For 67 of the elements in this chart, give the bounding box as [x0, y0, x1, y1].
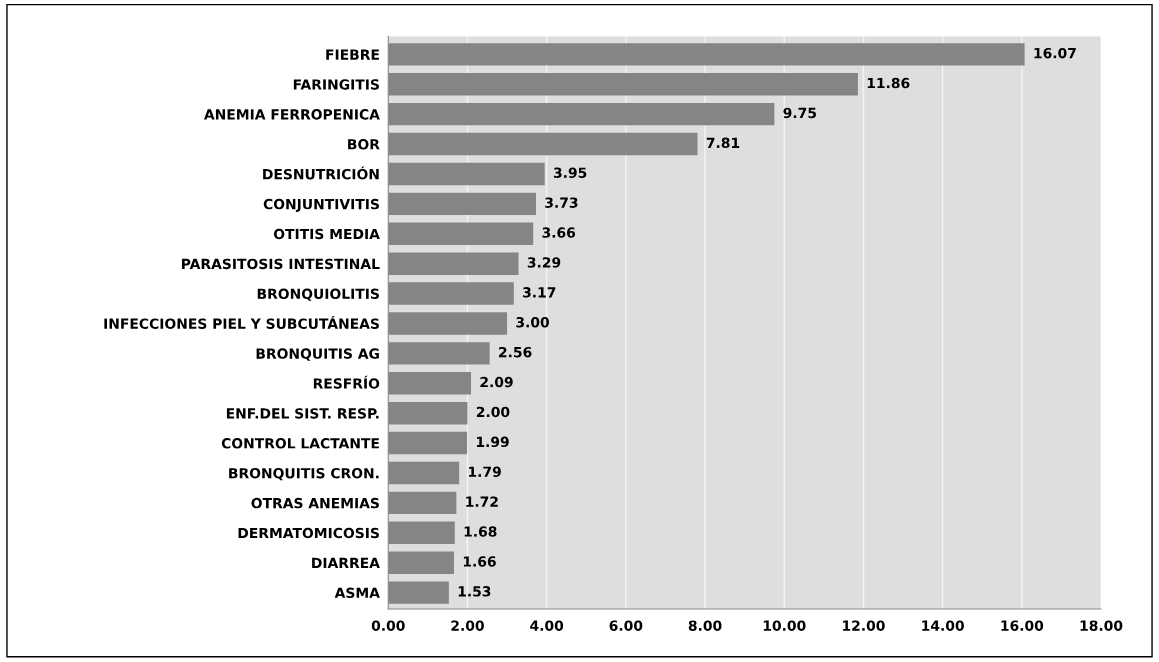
- y-tick-label: PARASITOSIS INTESTINAL: [182, 258, 380, 270]
- y-tick-label: OTITIS MEDIA: [273, 228, 380, 240]
- bar: [388, 43, 1025, 66]
- bar: [388, 581, 449, 604]
- y-tick-label: BRONQUITIS CRON.: [229, 467, 379, 481]
- bar: [388, 372, 472, 395]
- y-tick-label: DESNUTRICIÓN: [263, 166, 379, 180]
- x-tick-label: 2.00: [451, 620, 484, 631]
- data-label: 3.17: [523, 287, 556, 298]
- data-label: 1.53: [458, 586, 491, 597]
- y-tick-label: BRONQUITIS AG: [256, 348, 379, 361]
- y-tick-label: CONTROL LACTANTE: [221, 438, 379, 449]
- data-label: 3.66: [542, 227, 576, 238]
- bar: [388, 73, 858, 96]
- data-label: 3.95: [553, 167, 587, 178]
- y-tick-label: ANEMIA FERROPENICA: [203, 109, 380, 120]
- data-label: 2.09: [480, 376, 513, 388]
- bar: [388, 342, 490, 365]
- x-tick-label: 16.00: [1001, 620, 1044, 631]
- bar: [388, 162, 545, 186]
- bar: [388, 401, 468, 425]
- x-tick-label: 10.00: [763, 620, 806, 631]
- x-tick-label: 0.00: [371, 620, 405, 631]
- x-tick-label: 4.00: [530, 620, 564, 631]
- bar: [388, 102, 775, 126]
- bar: [388, 252, 519, 275]
- y-tick-label: ENF.DEL SIST. RESP.: [226, 408, 379, 419]
- y-tick-label: CONJUNTIVITIS: [263, 198, 379, 212]
- bar: [388, 491, 457, 515]
- y-tick-label: RESFRÍO: [313, 375, 380, 389]
- x-tick-label: 6.00: [609, 620, 643, 631]
- bar: [388, 461, 460, 485]
- y-tick-label: FIEBRE: [326, 49, 379, 60]
- y-tick-label: ASMA: [334, 587, 380, 599]
- bar: [388, 222, 534, 245]
- x-tick-label: 8.00: [688, 620, 722, 631]
- y-tick-label: BOR: [348, 139, 380, 150]
- y-tick-label: DIARREA: [312, 557, 380, 568]
- x-tick-label: 18.00: [1080, 620, 1123, 631]
- x-tick-label: 14.00: [922, 620, 964, 631]
- y-tick-label: BRONQUIOLITIS: [257, 288, 379, 301]
- bar: [388, 132, 698, 156]
- data-label: 11.86: [867, 77, 910, 89]
- data-label: 1.79: [469, 466, 501, 478]
- y-tick-label: INFECCIONES PIEL Y SUBCUTÁNEAS: [104, 315, 379, 329]
- bar: [388, 431, 468, 455]
- bar: [388, 282, 514, 305]
- bar: [388, 551, 454, 574]
- data-label: 1.72: [466, 496, 498, 507]
- data-label: 1.66: [463, 556, 496, 567]
- data-label: 3.00: [516, 317, 549, 328]
- bar: [388, 521, 455, 544]
- data-label: 3.29: [527, 257, 561, 268]
- data-label: 3.73: [545, 197, 578, 208]
- y-tick-label: DERMATOMICOSIS: [238, 527, 379, 539]
- x-tick-label: 12.00: [843, 620, 885, 631]
- data-label: 1.99: [476, 436, 509, 448]
- data-label: 9.75: [783, 107, 816, 119]
- data-label: 16.07: [1034, 47, 1076, 59]
- y-tick-label: FARINGITIS: [293, 79, 379, 90]
- bar: [388, 312, 508, 335]
- bar: [388, 192, 536, 216]
- data-label: 2.56: [499, 346, 532, 358]
- y-tick-label: OTRAS ANEMIAS: [251, 497, 379, 509]
- data-label: 7.81: [706, 137, 740, 149]
- data-label: 1.68: [464, 526, 497, 537]
- data-label: 2.00: [476, 406, 510, 418]
